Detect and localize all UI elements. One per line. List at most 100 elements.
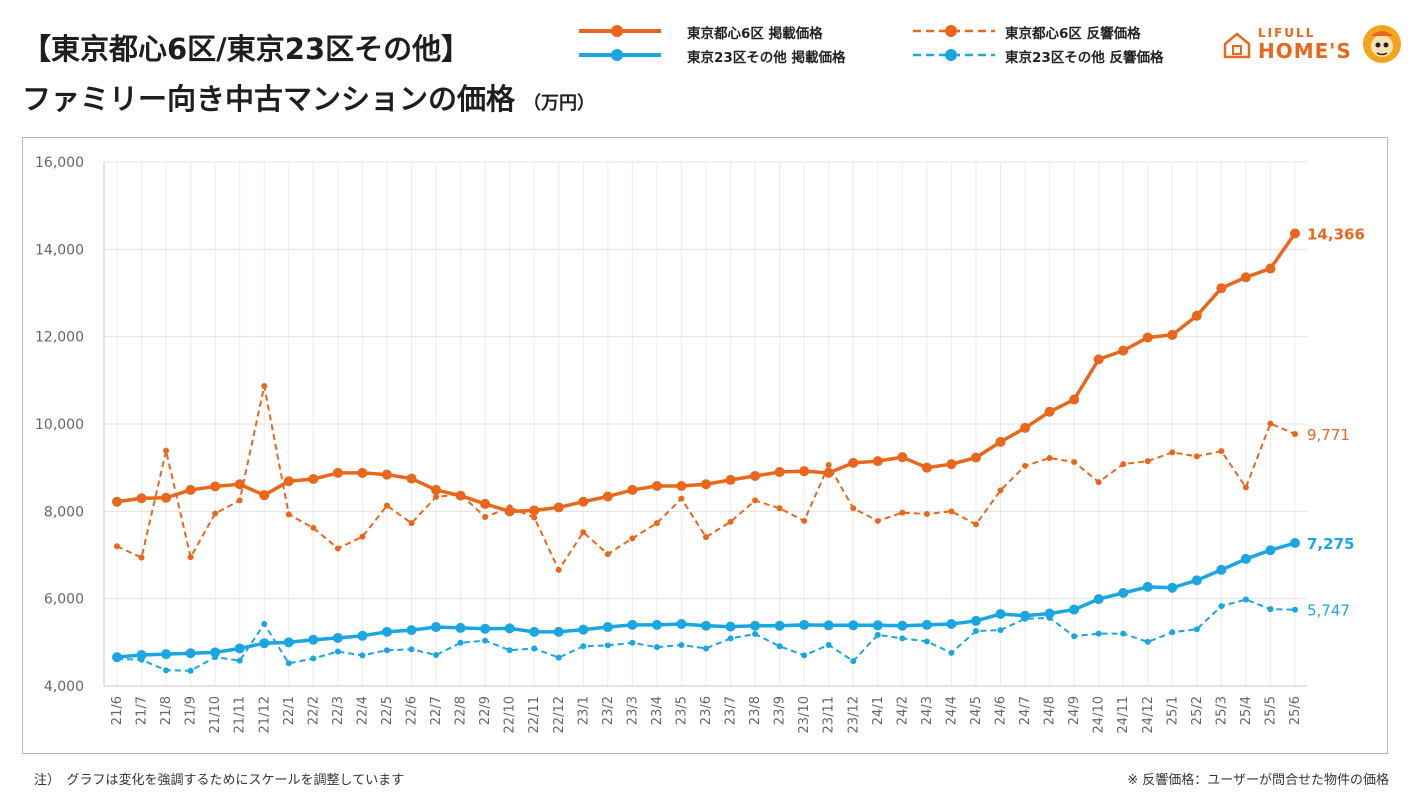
data-point <box>629 535 636 542</box>
data-point <box>627 619 638 630</box>
series-3: 5,747 <box>114 596 1350 674</box>
data-point <box>308 634 319 645</box>
data-point <box>1193 626 1200 633</box>
data-point <box>801 652 808 659</box>
x-tick-label: 22/8 <box>454 696 469 725</box>
data-point <box>602 622 613 633</box>
data-point <box>259 638 270 649</box>
data-point <box>1169 629 1176 636</box>
data-point <box>997 627 1004 634</box>
data-point <box>774 620 785 631</box>
data-point <box>921 462 932 473</box>
data-point <box>357 630 368 641</box>
series-0: 14,366 <box>112 225 1365 517</box>
data-point <box>995 436 1006 447</box>
x-tick-label: 25/3 <box>1214 696 1229 725</box>
data-point <box>187 554 194 561</box>
data-point <box>725 621 736 632</box>
data-point <box>703 645 709 652</box>
data-point <box>752 497 759 504</box>
legend-swatch-solid-orange <box>579 25 661 37</box>
data-point <box>1120 461 1127 468</box>
data-point <box>553 502 564 513</box>
data-point <box>848 457 859 468</box>
data-point <box>433 651 440 658</box>
x-tick-label: 21/11 <box>233 696 248 733</box>
data-point <box>1240 272 1251 283</box>
data-point <box>703 534 709 541</box>
data-point <box>357 467 368 478</box>
data-point <box>701 620 711 631</box>
data-point <box>310 524 317 531</box>
end-value-label: 9,771 <box>1307 426 1350 444</box>
subtitle-text: ファミリー向き中古マンションの価格 <box>22 82 516 116</box>
logo-text-bottom: HOME'S <box>1258 39 1352 63</box>
data-point <box>259 490 270 501</box>
data-point <box>332 467 343 478</box>
data-point <box>261 383 268 390</box>
data-point <box>776 643 783 650</box>
data-point <box>923 510 930 517</box>
data-point <box>1071 458 1078 465</box>
data-point <box>1044 608 1055 619</box>
x-tick-label: 23/4 <box>650 696 665 725</box>
data-point <box>555 654 562 661</box>
series-1: 9,771 <box>114 383 1350 573</box>
data-point <box>997 487 1004 494</box>
data-point <box>602 491 613 502</box>
data-point <box>1144 638 1151 645</box>
x-tick-label: 22/4 <box>355 696 370 725</box>
data-point <box>1265 545 1276 556</box>
x-tick-label: 21/6 <box>110 696 125 725</box>
y-tick-label: 16,000 <box>35 155 84 171</box>
legend-label: 東京都心6区 反響価格 <box>1005 26 1141 42</box>
response-price-note: ※ 反響価格：ユーザーが問合せた物件の価格 <box>1127 773 1389 788</box>
data-point <box>1020 422 1031 433</box>
data-point <box>359 533 366 540</box>
x-tick-label: 23/7 <box>724 696 739 725</box>
data-point <box>825 462 832 469</box>
data-point <box>580 643 587 650</box>
data-point <box>678 495 685 502</box>
data-point <box>431 484 442 495</box>
data-point <box>531 645 538 652</box>
x-tick-label: 23/2 <box>601 696 616 725</box>
data-point <box>529 505 540 516</box>
data-point <box>1071 633 1078 640</box>
data-point <box>799 619 810 630</box>
data-point <box>431 622 442 633</box>
x-tick-label: 23/10 <box>797 696 812 733</box>
x-tick-label: 21/8 <box>159 696 174 725</box>
legend-label: 東京23区その他 反響価格 <box>1005 50 1164 66</box>
data-point <box>970 452 981 463</box>
data-point <box>899 635 906 642</box>
data-point <box>1022 462 1029 469</box>
data-point <box>480 498 491 509</box>
x-tick-label: 22/2 <box>306 696 321 725</box>
data-point <box>921 619 932 630</box>
data-point <box>872 456 883 467</box>
x-tick-label: 24/1 <box>871 696 886 725</box>
x-tick-label: 22/12 <box>552 696 567 733</box>
x-tick-label: 24/7 <box>1018 696 1033 725</box>
data-point <box>948 508 955 515</box>
data-point <box>1216 564 1227 575</box>
data-point <box>1118 345 1129 356</box>
data-point <box>433 493 440 500</box>
data-point <box>234 479 245 490</box>
data-point <box>136 493 147 504</box>
data-point <box>210 647 221 658</box>
data-point <box>970 615 981 626</box>
end-value-label: 5,747 <box>1307 602 1350 620</box>
data-point <box>531 514 538 521</box>
data-point <box>850 658 857 665</box>
data-point <box>578 624 589 635</box>
data-point <box>750 470 761 481</box>
x-tick-label: 24/12 <box>1141 696 1156 733</box>
x-tick-label: 22/5 <box>380 696 395 725</box>
data-point <box>897 620 908 631</box>
data-point <box>283 476 294 487</box>
data-point <box>1142 332 1153 343</box>
data-point <box>653 520 660 527</box>
data-point <box>848 620 859 631</box>
